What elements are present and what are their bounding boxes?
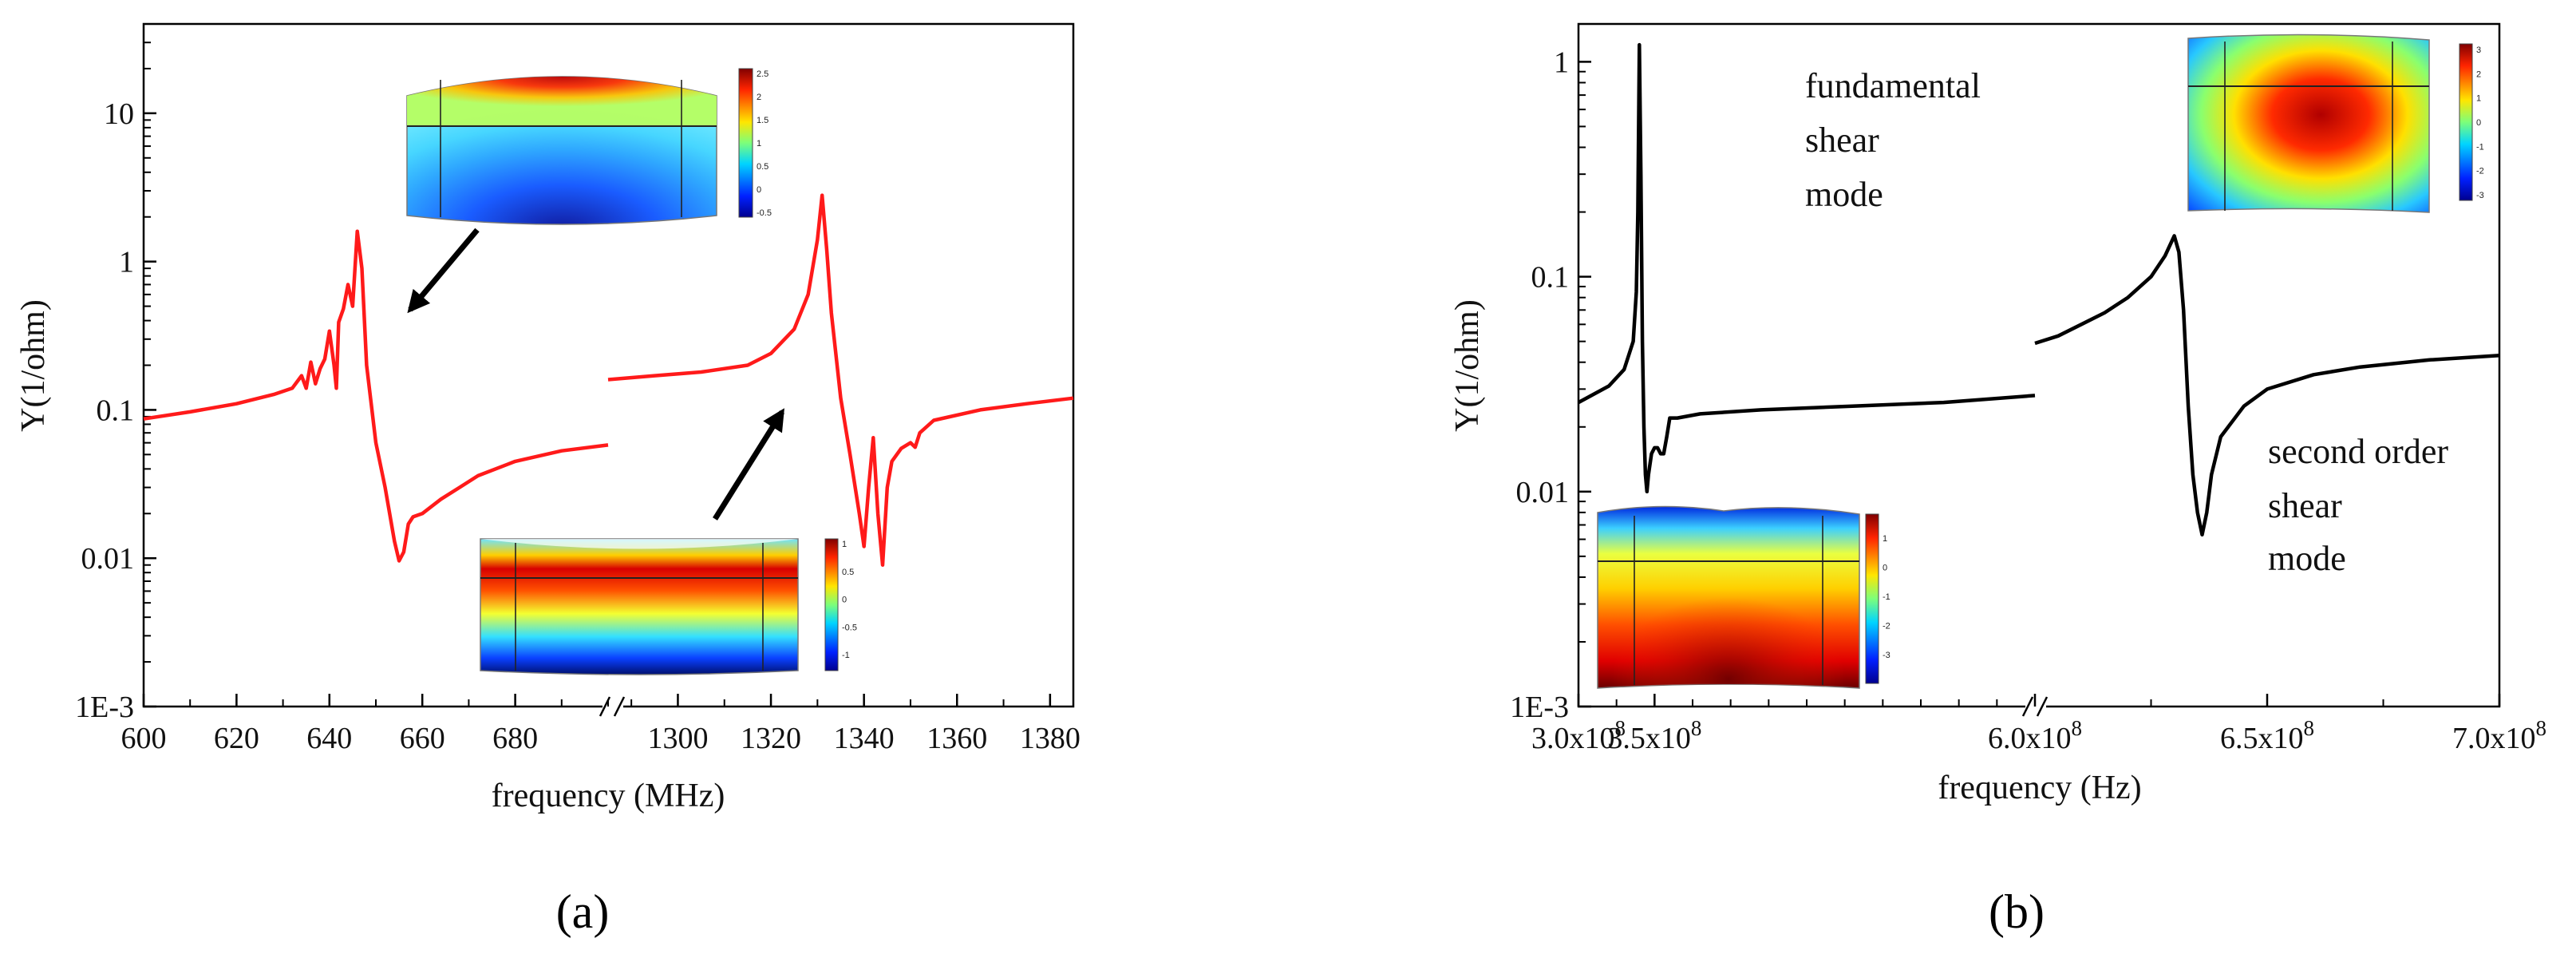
colorbar-tick-label: 3 [2476, 46, 2481, 55]
annotation-fundamental-shear-mode: fundamental shear mode [1805, 66, 1981, 214]
colorbar-tick-label: -2 [2476, 167, 2484, 176]
x-tick-label: 1340 [834, 722, 895, 755]
annotation-line: shear [2268, 486, 2342, 525]
mode-shape-second-shear-inset: 1 0 -1 -2 -3 [1597, 505, 1891, 689]
colorbar-tick-label: -1 [1883, 592, 1891, 602]
colorbar-b2-ticks: 1 0 -1 -2 -3 [1883, 534, 1891, 660]
y-tick-label: 0.01 [1516, 476, 1570, 509]
colorbar-tick-label: 2 [757, 93, 761, 102]
colorbar-tick-label: 1.5 [757, 116, 768, 125]
x-tick-label: 1320 [741, 722, 801, 755]
colorbar-tick-label: 0.5 [757, 162, 768, 172]
colorbar-tick-label: 2 [2476, 69, 2481, 79]
colorbar-tick-label: -1 [2476, 142, 2484, 152]
y-tick-label: 1 [1554, 46, 1569, 79]
panel-a-curves [143, 193, 1074, 567]
annotation-line: shear [1805, 121, 1879, 160]
colorbar-tick-label: 0 [842, 596, 847, 605]
colorbar-tick-label: 2.5 [757, 69, 768, 79]
panel-b-ylabel: Y(1/ohm) [1449, 299, 1486, 432]
x-tick-label: 6.0x108 [1988, 716, 2082, 755]
panel-a-frame [142, 22, 1075, 708]
panel-b-label: (b) [1989, 885, 2045, 938]
mode-shape-fundamental-inset: 2.5 2 1.5 1 0.5 0 -0.5 [406, 68, 772, 225]
y-tick-label: 0.1 [97, 394, 135, 427]
colorbar-b1-ticks: 3 2 1 0 -1 -2 -3 [2476, 46, 2484, 200]
colorbar-a1-ticks: 2.5 2 1.5 1 0.5 0 -0.5 [757, 69, 772, 218]
x-tick-label: 1380 [1020, 722, 1081, 755]
series-line-segment-1 [1577, 42, 2036, 494]
colorbar-tick-label: 0 [2476, 118, 2481, 128]
panel-a-xlabel: frequency (MHz) [492, 778, 725, 814]
panel-a-ylabel: Y(1/ohm) [15, 299, 52, 432]
colorbar-a2-ticks: 1 0.5 0 -0.5 -1 [842, 540, 857, 660]
arrow-to-second-peak [713, 408, 784, 521]
colorbar-tick-label: 0.5 [842, 568, 854, 577]
mode-shape-fundamental-shear-inset: 3 2 1 0 -1 -2 -3 [2187, 34, 2484, 213]
panel-b-curves [1577, 42, 2500, 537]
panel-b-xlabel: frequency (Hz) [1938, 770, 2141, 806]
panel-a-label: (a) [556, 885, 610, 938]
x-tick-label: 3.0x108 [1531, 716, 1626, 755]
colorbar-tick-label: -2 [1883, 622, 1891, 631]
x-tick-label: 680 [492, 722, 538, 755]
colorbar-tick-label: -3 [1883, 651, 1891, 660]
y-tick-label: 1E-3 [1510, 691, 1569, 724]
colorbar-tick-label: -3 [2476, 191, 2484, 200]
colorbar-tick-label: -1 [842, 651, 850, 660]
x-tick-label: 640 [306, 722, 352, 755]
x-tick-label: 600 [121, 722, 167, 755]
colorbar-tick-label: 0 [1883, 564, 1887, 573]
x-tick-label: 6.5x108 [2220, 716, 2314, 755]
annotation-line: mode [2268, 539, 2346, 578]
x-tick-label: 3.5x108 [1607, 716, 1701, 755]
series-line-segment-2 [2034, 234, 2500, 537]
colorbar-tick-label: 0 [757, 185, 761, 195]
y-tick-label: 10 [104, 97, 134, 131]
y-tick-label: 0.01 [81, 542, 135, 576]
mode-shape-second-inset: 1 0.5 0 -0.5 -1 [480, 538, 857, 675]
y-tick-label: 1 [119, 246, 134, 279]
x-tick-label: 660 [400, 722, 445, 755]
annotation-second-order-shear-mode: second order shear mode [2268, 432, 2448, 578]
colorbar-tick-label: -0.5 [842, 623, 857, 632]
annotation-line: mode [1805, 175, 1883, 214]
colorbar-tick-label: 1 [2476, 94, 2481, 104]
series-line-segment-1 [143, 229, 609, 563]
y-tick-label: 0.1 [1531, 261, 1570, 295]
annotation-line: fundamental [1805, 66, 1981, 105]
colorbar-tick-label: 1 [842, 540, 847, 549]
x-tick-label: 620 [214, 722, 259, 755]
annotation-line: second order [2268, 432, 2448, 471]
arrow-to-fundamental-peak [407, 228, 480, 314]
y-tick-label: 1E-3 [75, 691, 134, 724]
x-tick-label: 7.0x108 [2452, 716, 2546, 755]
panel-a-axis-break [599, 696, 626, 717]
colorbar-tick-label: 1 [1883, 534, 1887, 544]
x-tick-label: 1360 [926, 722, 987, 755]
x-tick-label: 1300 [647, 722, 708, 755]
series-line-segment-2 [607, 193, 1074, 567]
colorbar-tick-label: 1 [757, 139, 761, 148]
colorbar-tick-label: -0.5 [757, 208, 772, 218]
